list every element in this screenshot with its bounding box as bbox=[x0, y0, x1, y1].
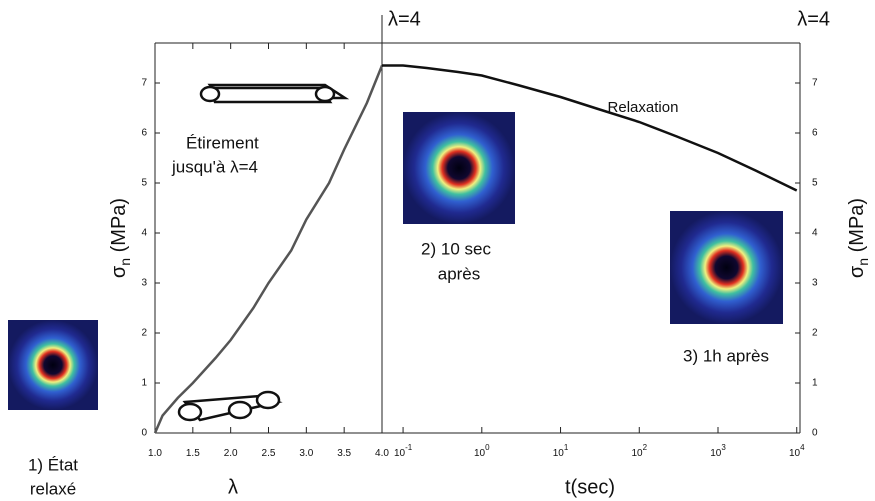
tick-base: 2.5 bbox=[262, 448, 276, 459]
y-tick-label: 7 bbox=[812, 78, 818, 89]
x-tick-label: 4.0 bbox=[375, 448, 389, 459]
y-title-symbol: σ bbox=[108, 265, 130, 278]
annotation: après bbox=[438, 264, 481, 283]
x-tick-label: 3.0 bbox=[299, 448, 313, 459]
tick-base: 10 bbox=[474, 448, 486, 459]
y-axis-title: σn (MPa) bbox=[108, 198, 132, 278]
y-axis-title: σn (MPa) bbox=[846, 198, 870, 278]
y-title-unit: (MPa) bbox=[846, 198, 868, 252]
y-title-subscript: n bbox=[117, 258, 133, 266]
tick-base: 1.5 bbox=[186, 448, 200, 459]
tick-base: 10 bbox=[631, 448, 643, 459]
y-tick-label: 0 bbox=[141, 428, 147, 439]
x-tick-label: 100 bbox=[474, 443, 490, 459]
x-tick-label: 2.0 bbox=[224, 448, 238, 459]
x-tick-label: 1.0 bbox=[148, 448, 162, 459]
y-tick-label: 6 bbox=[141, 128, 147, 139]
tick-exponent: 3 bbox=[721, 443, 726, 452]
y-tick-label: 3 bbox=[141, 278, 147, 289]
sample-sketch-stretched bbox=[199, 83, 350, 104]
data-line bbox=[153, 65, 384, 434]
diffraction-image bbox=[670, 211, 783, 324]
y-title-subscript: n bbox=[855, 258, 871, 266]
tick-base: 10 bbox=[553, 448, 565, 459]
annotation: 2) 10 sec bbox=[421, 239, 491, 258]
x-tick-label: 2.5 bbox=[262, 448, 276, 459]
data-line bbox=[382, 64, 798, 192]
y-tick-label: 1 bbox=[141, 378, 147, 389]
tick-base: 3.0 bbox=[299, 448, 313, 459]
diffraction-image bbox=[8, 320, 98, 410]
top-label: λ=4 bbox=[797, 8, 830, 30]
x-axis-title: λ bbox=[228, 476, 238, 498]
tick-base: 10 bbox=[710, 448, 722, 459]
y-tick-label: 2 bbox=[812, 328, 818, 339]
x-tick-label: 1.5 bbox=[186, 448, 200, 459]
annotation: jusqu'à λ=4 bbox=[171, 157, 258, 176]
sample-sketch-relaxed bbox=[177, 390, 283, 422]
y-title-symbol: σ bbox=[846, 265, 868, 278]
annotation: relaxé bbox=[30, 479, 76, 498]
tick-exponent: -1 bbox=[405, 443, 413, 452]
annotation: Étirement bbox=[186, 133, 259, 152]
tick-exponent: 2 bbox=[643, 443, 648, 452]
x-tick-label: 103 bbox=[710, 443, 726, 459]
y-tick-label: 3 bbox=[812, 278, 818, 289]
x-tick-label: 102 bbox=[631, 443, 647, 459]
y-tick-label: 1 bbox=[812, 378, 818, 389]
annotation: 3) 1h après bbox=[683, 346, 769, 365]
x-tick-label: 10-1 bbox=[394, 443, 413, 459]
diffraction-image bbox=[403, 112, 515, 224]
x-axis-title: t(sec) bbox=[565, 476, 615, 498]
tick-base: 10 bbox=[394, 448, 406, 459]
tick-exponent: 0 bbox=[485, 443, 490, 452]
tick-base: 4.0 bbox=[375, 448, 389, 459]
y-tick-label: 0 bbox=[812, 428, 818, 439]
tick-base: 10 bbox=[789, 448, 801, 459]
tick-base: 1.0 bbox=[148, 448, 162, 459]
annotation: Relaxation bbox=[608, 99, 679, 116]
tick-exponent: 1 bbox=[564, 443, 569, 452]
x-tick-label: 101 bbox=[553, 443, 569, 459]
top-label: λ=4 bbox=[388, 8, 421, 30]
x-tick-label: 3.5 bbox=[337, 448, 351, 459]
y-tick-label: 5 bbox=[812, 178, 818, 189]
annotation: 1) État bbox=[28, 455, 78, 474]
y-tick-label: 6 bbox=[812, 128, 818, 139]
y-title-unit: (MPa) bbox=[108, 198, 130, 252]
y-tick-label: 5 bbox=[141, 178, 147, 189]
y-tick-label: 2 bbox=[141, 328, 147, 339]
y-tick-label: 7 bbox=[141, 78, 147, 89]
tick-base: 2.0 bbox=[224, 448, 238, 459]
tick-base: 3.5 bbox=[337, 448, 351, 459]
frame bbox=[154, 15, 801, 434]
x-tick-label: 104 bbox=[789, 443, 805, 459]
tick-exponent: 4 bbox=[800, 443, 805, 452]
y-tick-label: 4 bbox=[812, 228, 818, 239]
y-tick-label: 4 bbox=[141, 228, 147, 239]
